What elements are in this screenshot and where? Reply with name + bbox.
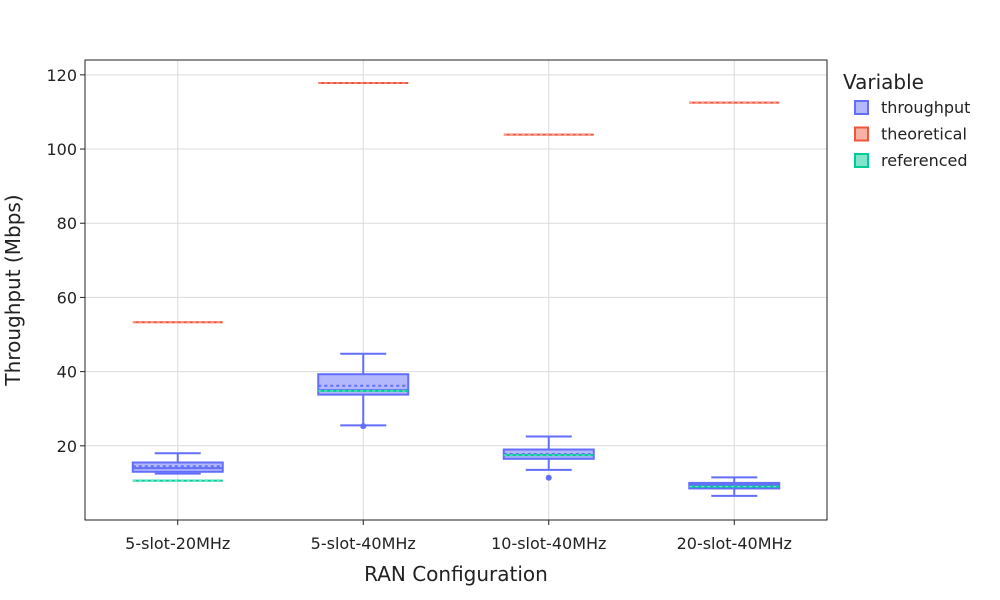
x-tick-label: 10-slot-40MHz [491, 534, 606, 553]
y-tick-label: 100 [46, 140, 77, 159]
x-tick-label: 20-slot-40MHz [677, 534, 792, 553]
x-axis-title: RAN Configuration [364, 562, 548, 586]
legend: Variable throughput theoretical referenced [843, 70, 970, 170]
legend-item-referenced: referenced [854, 151, 968, 170]
legend-swatch-throughput [854, 100, 869, 115]
throughput-box-group [131, 452, 224, 475]
legend-swatch-referenced [854, 153, 869, 168]
legend-item-theoretical: theoretical [854, 125, 967, 144]
y-axis-ticks: 20 40 60 80 100 120 [46, 66, 85, 456]
grid-lines [85, 60, 827, 520]
plot-area-frame [84, 59, 828, 521]
y-axis-title: Throughput (Mbps) [1, 194, 25, 386]
x-axis-ticks: 5-slot-20MHz 5-slot-40MHz 10-slot-40MHz 20-… [125, 520, 792, 553]
y-tick-label: 40 [57, 363, 77, 382]
throughput-outlier [360, 423, 367, 430]
legend-label-throughput: throughput [881, 98, 970, 117]
x-tick-label: 5-slot-40MHz [311, 534, 416, 553]
y-tick-label: 60 [57, 288, 77, 307]
legend-label-theoretical: theoretical [881, 125, 967, 144]
y-tick-label: 120 [46, 66, 77, 85]
legend-title: Variable [843, 70, 924, 94]
y-tick-label: 20 [57, 437, 77, 456]
legend-label-referenced: referenced [881, 151, 968, 170]
plot-marks [131, 82, 781, 497]
legend-items: throughput theoretical referenced [854, 98, 970, 170]
x-tick-label: 5-slot-20MHz [125, 534, 230, 553]
y-tick-label: 80 [57, 214, 77, 233]
legend-item-throughput: throughput [854, 98, 970, 117]
legend-swatch-theoretical [854, 126, 869, 142]
throughput-outlier [545, 474, 552, 481]
